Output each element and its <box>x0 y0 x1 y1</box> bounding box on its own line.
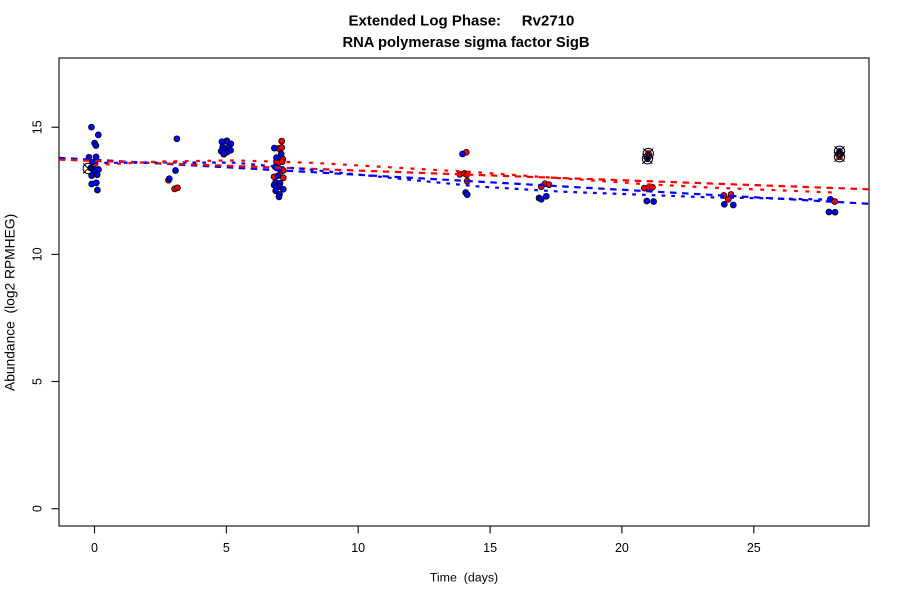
svg-text:Extended Log Phase:: Extended Log Phase: <box>349 13 502 30</box>
svg-text:Rv2710: Rv2710 <box>522 13 575 30</box>
svg-text:Time (days): Time (days) <box>430 571 498 585</box>
svg-text:15: 15 <box>483 541 497 555</box>
svg-text:10: 10 <box>351 541 365 555</box>
svg-text:Abundance (log2 RPMHEG): Abundance (log2 RPMHEG) <box>3 214 18 391</box>
svg-text:0: 0 <box>31 505 45 512</box>
svg-text:5: 5 <box>31 378 45 385</box>
svg-text:20: 20 <box>615 541 629 555</box>
svg-text:25: 25 <box>747 541 761 555</box>
svg-text:5: 5 <box>223 541 230 555</box>
svg-text:15: 15 <box>31 120 45 134</box>
svg-text:10: 10 <box>31 247 45 261</box>
svg-text:0: 0 <box>91 541 98 555</box>
svg-text:RNA polymerase sigma factor Si: RNA polymerase sigma factor SigB <box>343 35 590 51</box>
